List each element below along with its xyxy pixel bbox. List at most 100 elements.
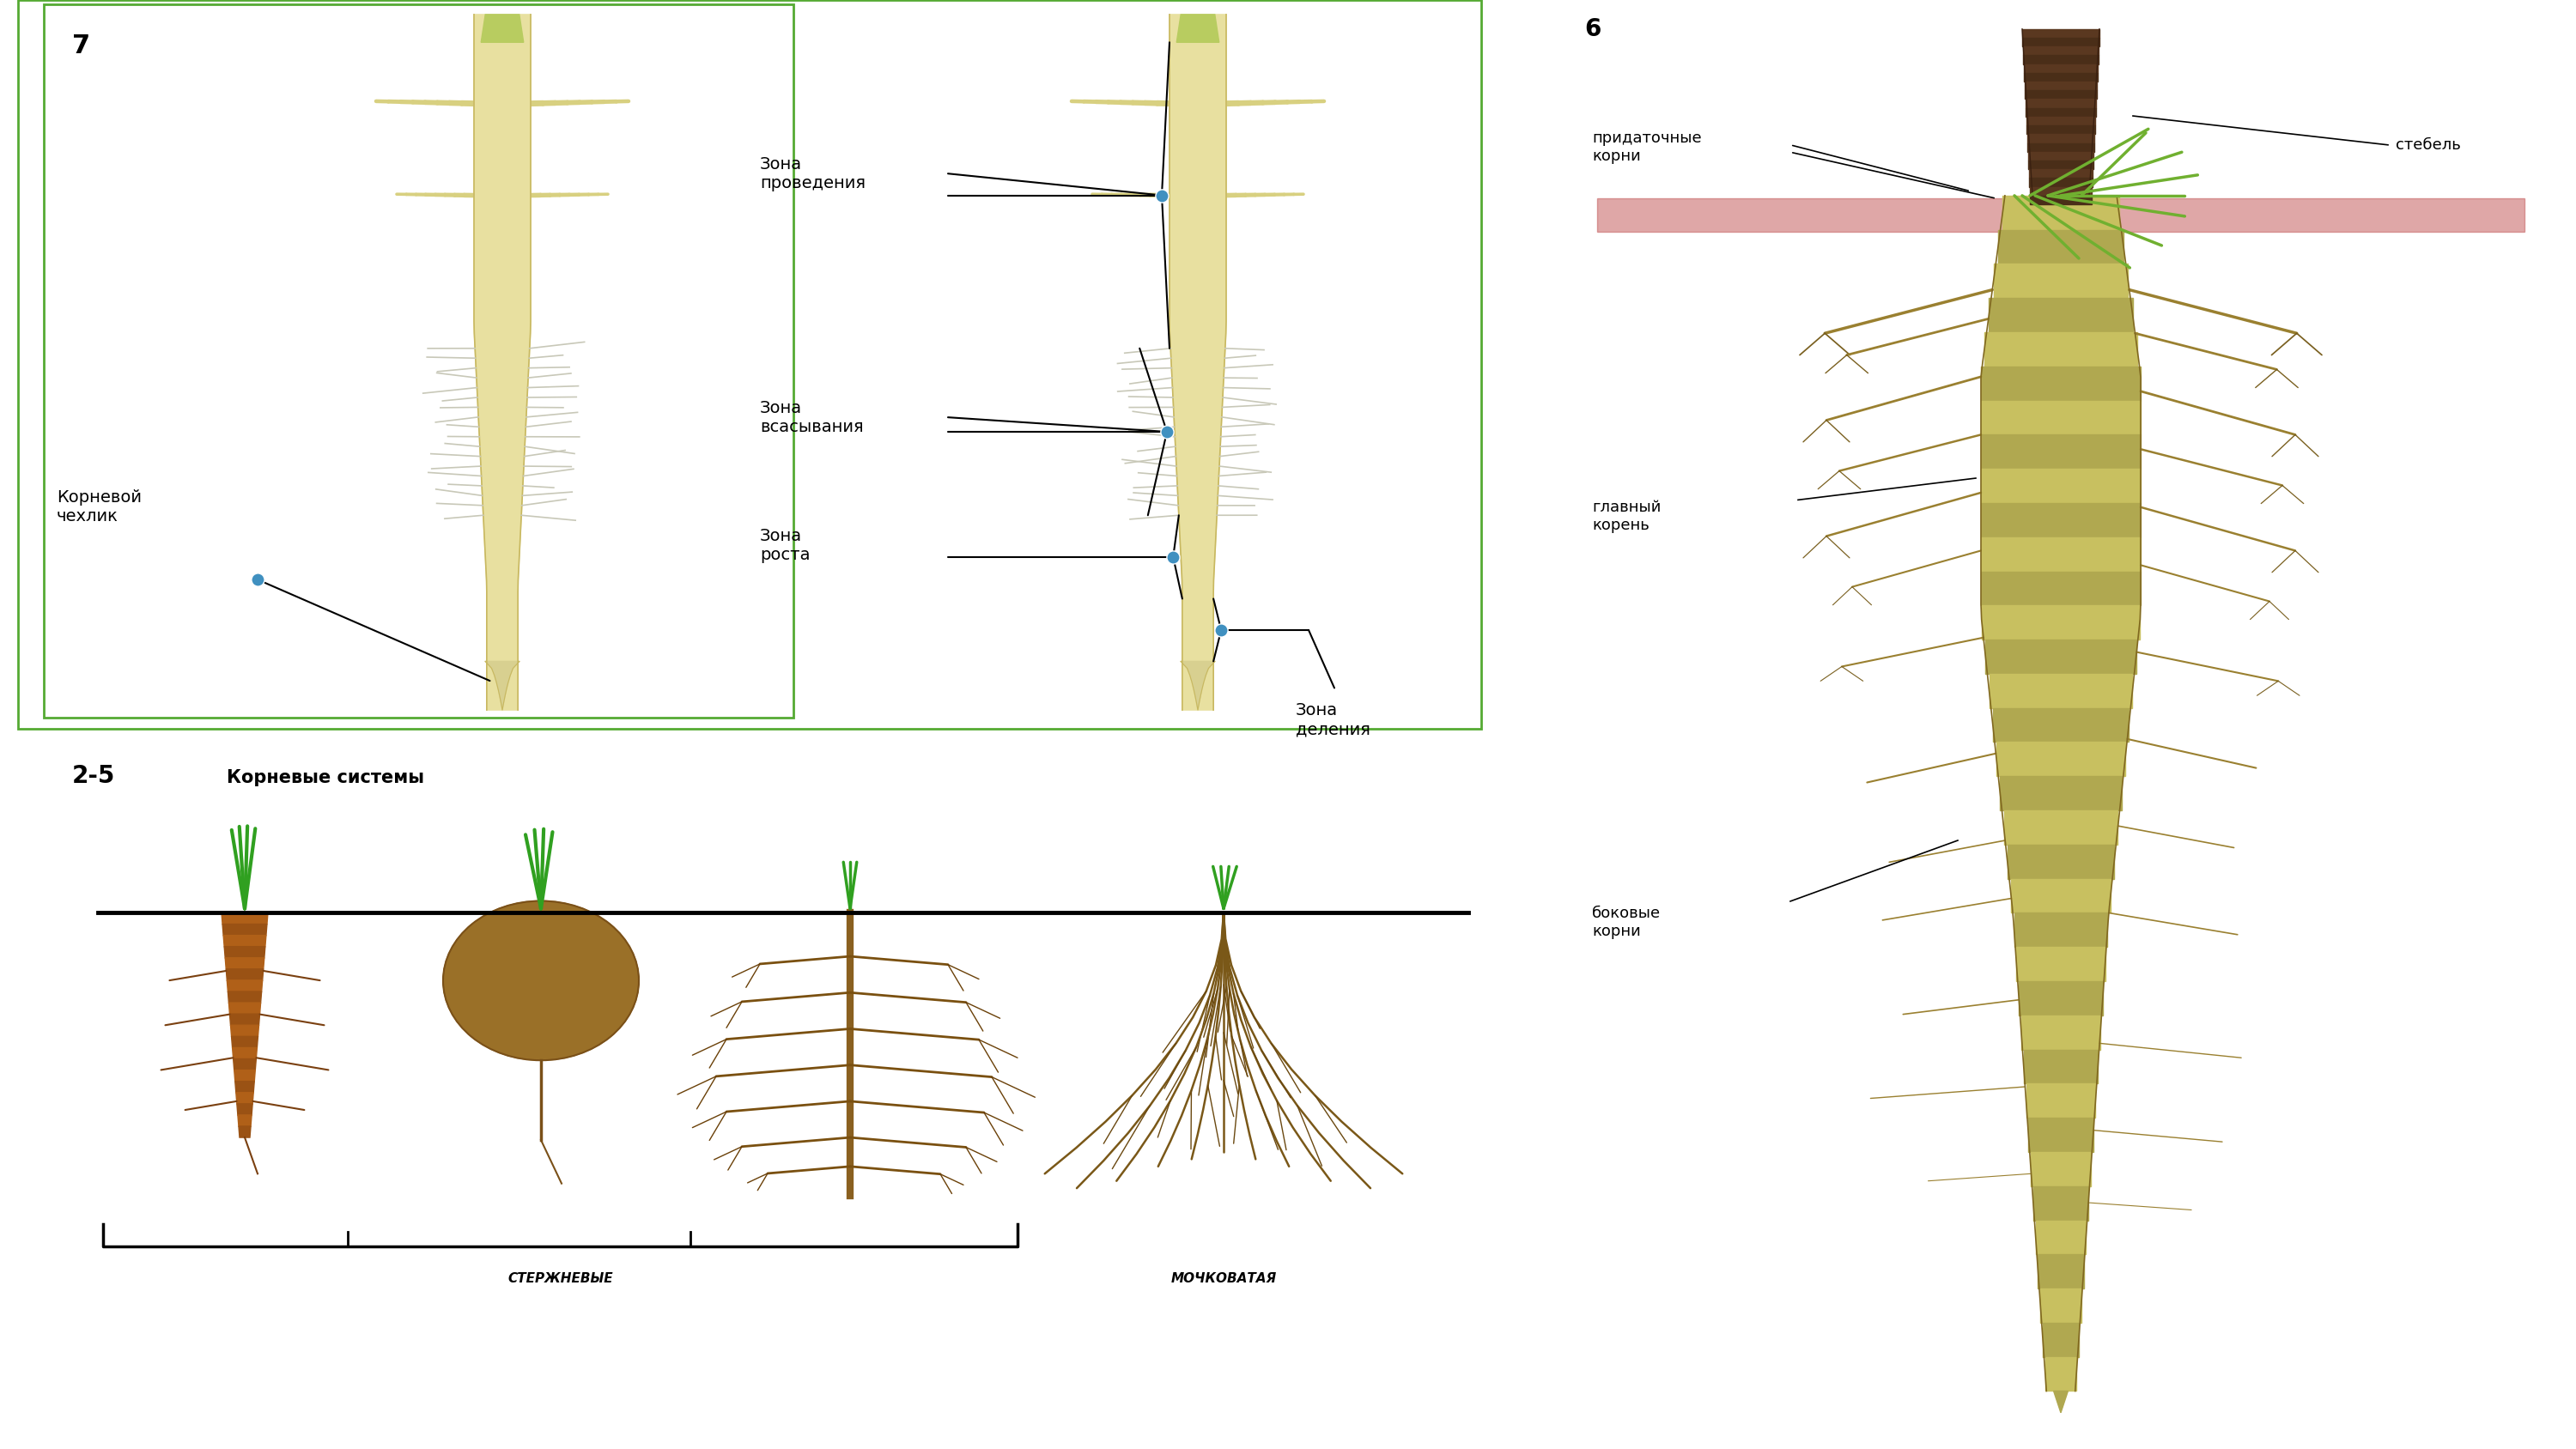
Text: 7: 7 [72, 33, 90, 59]
Polygon shape [234, 1059, 255, 1069]
Text: Зона
роста: Зона роста [760, 527, 809, 564]
Polygon shape [227, 969, 263, 980]
Polygon shape [2027, 143, 2094, 152]
Polygon shape [484, 661, 520, 710]
Polygon shape [2030, 178, 2092, 187]
Polygon shape [1981, 538, 2141, 571]
Polygon shape [2002, 196, 2120, 230]
Polygon shape [227, 991, 263, 1003]
Polygon shape [222, 913, 268, 924]
Polygon shape [1981, 606, 2141, 639]
Polygon shape [2022, 46, 2099, 55]
Polygon shape [2027, 117, 2094, 126]
Text: Зона
проведения: Зона проведения [760, 156, 866, 191]
Polygon shape [1170, 14, 1226, 710]
Polygon shape [2040, 1288, 2081, 1323]
Text: Корневые системы: Корневые системы [227, 769, 425, 785]
Polygon shape [2053, 1391, 2069, 1413]
Ellipse shape [443, 901, 639, 1061]
Polygon shape [2025, 1049, 2097, 1084]
Bar [44, 4, 793, 717]
Polygon shape [2035, 1220, 2087, 1255]
Polygon shape [2027, 161, 2094, 170]
Polygon shape [2014, 913, 2107, 948]
Polygon shape [2025, 72, 2097, 81]
Polygon shape [234, 1081, 255, 1093]
Polygon shape [232, 1026, 258, 1036]
Polygon shape [1989, 674, 2133, 709]
Polygon shape [237, 1104, 252, 1116]
Text: 6: 6 [1584, 17, 1600, 42]
Polygon shape [227, 980, 263, 991]
Polygon shape [2030, 187, 2092, 196]
Polygon shape [1597, 199, 2524, 232]
Text: МОЧКОВАТАЯ: МОЧКОВАТАЯ [1170, 1272, 1278, 1285]
Polygon shape [1994, 264, 2128, 298]
Polygon shape [2025, 107, 2097, 117]
Point [1151, 545, 1193, 568]
Polygon shape [2025, 99, 2097, 107]
Polygon shape [2022, 55, 2099, 64]
Polygon shape [232, 1036, 258, 1048]
Text: Зона
всасывания: Зона всасывания [760, 400, 863, 435]
Polygon shape [1999, 777, 2123, 810]
Polygon shape [2022, 29, 2099, 38]
Polygon shape [237, 1116, 252, 1126]
Polygon shape [1986, 639, 2136, 674]
Polygon shape [1996, 742, 2125, 777]
Polygon shape [229, 1014, 260, 1026]
Polygon shape [232, 1048, 258, 1059]
Point [237, 568, 278, 591]
Polygon shape [2025, 64, 2097, 72]
Polygon shape [224, 936, 265, 946]
Polygon shape [1981, 503, 2141, 538]
Polygon shape [2030, 170, 2092, 178]
Polygon shape [2017, 948, 2105, 981]
Polygon shape [2027, 1084, 2094, 1117]
Polygon shape [1999, 230, 2123, 264]
Polygon shape [2032, 1187, 2089, 1220]
Polygon shape [2043, 1323, 2079, 1356]
Polygon shape [2007, 845, 2115, 878]
Text: 2-5: 2-5 [72, 764, 116, 788]
Polygon shape [1981, 435, 2141, 469]
Polygon shape [482, 14, 523, 42]
Polygon shape [2030, 1152, 2092, 1187]
Polygon shape [222, 924, 268, 936]
Polygon shape [1981, 400, 2141, 435]
Polygon shape [234, 1069, 255, 1081]
Polygon shape [1984, 332, 2138, 367]
Polygon shape [229, 1003, 260, 1014]
Text: боковые
корни: боковые корни [1592, 906, 1662, 939]
Polygon shape [2027, 126, 2094, 135]
Polygon shape [1981, 571, 2141, 606]
Polygon shape [2027, 1117, 2094, 1152]
Polygon shape [224, 946, 265, 958]
Polygon shape [1180, 661, 1216, 710]
Point [1141, 184, 1182, 207]
Polygon shape [2012, 878, 2110, 913]
Text: главный
корень: главный корень [1592, 500, 1662, 533]
Polygon shape [2027, 135, 2094, 143]
Polygon shape [2027, 152, 2094, 161]
Text: стебель: стебель [2396, 138, 2460, 152]
Text: СТЕРЖНЕВЫЕ: СТЕРЖНЕВЫЕ [507, 1272, 613, 1285]
Text: Корневой
чехлик: Корневой чехлик [57, 490, 142, 525]
Polygon shape [224, 958, 265, 969]
Polygon shape [237, 1093, 252, 1104]
Text: Зона
деления: Зона деления [1296, 703, 1370, 738]
Polygon shape [474, 14, 531, 710]
Polygon shape [2030, 196, 2092, 204]
Polygon shape [2045, 1356, 2076, 1391]
Polygon shape [2004, 810, 2117, 845]
Polygon shape [2025, 81, 2097, 90]
Polygon shape [1177, 14, 1218, 42]
Polygon shape [2025, 90, 2097, 99]
Polygon shape [1989, 298, 2133, 332]
Bar [18, 0, 1481, 729]
Polygon shape [2038, 1255, 2084, 1288]
Polygon shape [1994, 709, 2128, 742]
Polygon shape [2020, 981, 2102, 1016]
Polygon shape [1981, 469, 2141, 503]
Polygon shape [2022, 1016, 2099, 1049]
